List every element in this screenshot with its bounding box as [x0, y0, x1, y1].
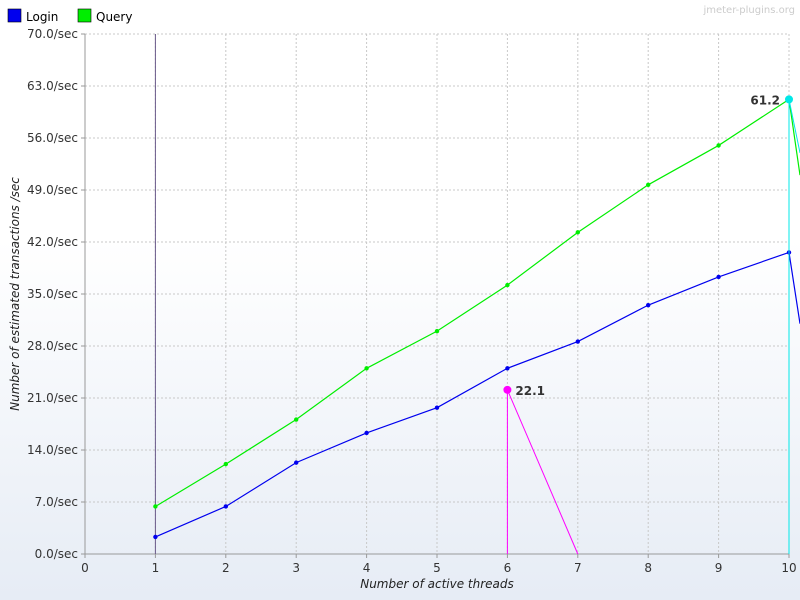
data-point-login	[575, 339, 580, 344]
annotation-label: 22.1	[515, 384, 545, 398]
y-tick-label: 70.0/sec	[27, 27, 78, 41]
legend-swatch-login	[7, 8, 22, 23]
annotation-slant-line	[506, 389, 579, 555]
data-point-query	[505, 282, 510, 288]
x-tick-label: 6	[504, 561, 512, 575]
y-tick-label: 28.0/sec	[27, 339, 78, 353]
data-point-login	[223, 504, 228, 509]
data-point-login	[716, 274, 721, 280]
watermark: jmeter-plugins.org	[702, 5, 795, 16]
data-point-login	[364, 430, 369, 436]
annotation-marker	[785, 95, 793, 104]
x-tick-label: 1	[152, 561, 160, 575]
x-axis-title: Number of active threads	[360, 577, 514, 591]
legend: Login Query	[7, 8, 132, 24]
data-point-query	[575, 230, 580, 235]
data-point-query	[294, 417, 299, 422]
data-point-login	[294, 460, 299, 465]
y-tick-label: 42.0/sec	[27, 235, 78, 249]
x-tick-label: 9	[715, 561, 723, 575]
y-tick-label: 7.0/sec	[35, 495, 78, 509]
annotation-layer: 22.1 61.2	[503, 93, 800, 555]
y-tick-label: 21.0/sec	[27, 391, 78, 405]
annotation-marker	[503, 385, 512, 394]
data-point-query	[223, 461, 228, 467]
data-point-query	[153, 504, 158, 509]
data-point-query	[364, 366, 369, 371]
legend-swatch-query	[77, 8, 92, 23]
x-tick-label: 2	[222, 561, 230, 575]
series-layer	[153, 97, 800, 540]
y-tick-label: 49.0/sec	[27, 183, 78, 197]
legend-label-query: Query	[96, 10, 132, 24]
data-point-query	[716, 143, 721, 148]
x-tick-label: 8	[644, 561, 652, 575]
data-point-login	[505, 366, 510, 371]
x-tick-label: 10	[781, 561, 796, 575]
grid-layer	[85, 33, 790, 554]
data-point-query	[434, 328, 440, 334]
x-tick-label: 3	[292, 561, 300, 575]
y-tick-label: 14.0/sec	[27, 443, 78, 457]
query-tail	[788, 99, 800, 176]
y-tick-label: 63.0/sec	[27, 79, 78, 93]
login-tail	[788, 252, 800, 324]
axes-layer: 0.0/sec7.0/sec14.0/sec21.0/sec28.0/sec35…	[27, 27, 797, 575]
annotation-slant-line	[788, 99, 800, 153]
legend-label-login: Login	[26, 10, 58, 24]
y-tick-label: 56.0/sec	[27, 131, 78, 145]
y-tick-label: 0.0/sec	[35, 547, 78, 561]
x-tick-label: 0	[81, 561, 89, 575]
series-line-query	[155, 98, 790, 507]
x-tick-label: 4	[363, 561, 371, 575]
y-axis-title: Number of estimated transactions /sec	[8, 177, 22, 411]
x-tick-label: 5	[433, 561, 441, 575]
data-point-query	[646, 182, 651, 187]
data-point-login	[434, 405, 440, 410]
data-point-login	[646, 302, 651, 308]
annotation-label: 61.2	[750, 93, 780, 107]
x-tick-label: 7	[574, 561, 582, 575]
series-line-login	[155, 251, 790, 538]
data-point-login	[153, 534, 158, 540]
y-tick-label: 35.0/sec	[27, 287, 78, 301]
